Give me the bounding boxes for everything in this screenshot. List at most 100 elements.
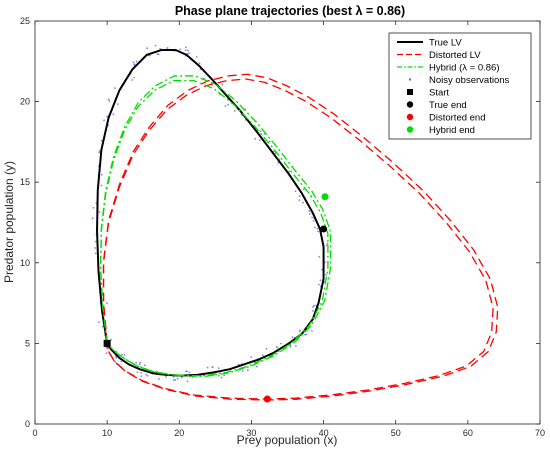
noisy-observation-point	[294, 190, 297, 193]
noisy-observation-point	[233, 109, 236, 112]
noisy-observation-point	[185, 46, 187, 49]
noisy-observation-point	[294, 344, 297, 347]
noisy-observation-point	[91, 217, 94, 220]
noisy-observation-point	[105, 352, 108, 355]
series-line-2	[99, 75, 332, 377]
noisy-observation-point	[321, 268, 323, 271]
noisy-observation-point	[185, 370, 187, 373]
noisy-observation-point	[140, 371, 143, 374]
marker-hybrid-end	[321, 193, 329, 201]
noisy-observation-point	[289, 345, 292, 348]
noisy-observation-point	[100, 173, 103, 176]
noisy-observation-point	[312, 309, 314, 312]
noisy-observation-point	[166, 47, 169, 49]
noisy-observation-point	[158, 378, 160, 380]
noisy-observation-point	[184, 49, 187, 52]
noisy-observation-point	[316, 227, 319, 230]
marker-start	[103, 339, 111, 347]
legend-label: Distorted LV	[429, 50, 481, 61]
noisy-observation-point	[154, 44, 157, 47]
noisy-observation-point	[325, 244, 328, 247]
noisy-observation-point	[268, 140, 271, 143]
noisy-observation-point	[174, 379, 177, 381]
noisy-observation-point	[318, 255, 321, 258]
noisy-observation-point	[94, 252, 97, 255]
noisy-observation-point	[304, 333, 306, 336]
noisy-observation-point	[136, 371, 139, 374]
noisy-observation-point	[143, 364, 146, 367]
x-axis-title: Prey population (x)	[237, 433, 338, 447]
series-line-1	[102, 73, 499, 401]
chart-title: Phase plane trajectories (best λ = 0.86)	[175, 4, 405, 18]
noisy-observation-point	[186, 380, 189, 383]
noisy-observation-point	[98, 150, 101, 152]
noisy-observation-point	[106, 302, 108, 304]
noisy-observation-point	[165, 376, 167, 378]
noisy-observation-point	[98, 211, 101, 213]
noisy-observation-point	[313, 304, 315, 307]
noisy-observation-point	[255, 365, 258, 368]
noisy-observation-point	[100, 184, 103, 187]
noisy-observation-point	[94, 240, 97, 243]
noisy-observation-point	[98, 321, 100, 324]
noisy-observation-point	[132, 61, 135, 64]
noisy-observation-point	[224, 105, 227, 108]
x-tick-label: 40	[319, 428, 329, 438]
marker-true-end	[320, 225, 328, 233]
noisy-observation-point	[254, 137, 257, 140]
noisy-observation-point	[115, 356, 118, 359]
legend-label: True LV	[429, 37, 462, 48]
legend-square-swatch	[407, 89, 413, 95]
noisy-observation-point	[227, 103, 230, 106]
noisy-observation-point	[187, 49, 189, 52]
noisy-observation-point	[223, 374, 226, 377]
legend-label: True end	[429, 100, 467, 111]
noisy-observation-point	[92, 206, 95, 209]
noisy-observation-point	[110, 338, 113, 341]
noisy-observation-point	[188, 371, 191, 374]
noisy-observation-point	[114, 87, 116, 90]
noisy-observation-point	[312, 219, 315, 222]
noisy-observation-point	[176, 377, 179, 380]
noisy-observation-point	[317, 283, 320, 286]
noisy-observation-point	[135, 361, 138, 364]
noisy-observation-point	[246, 369, 249, 371]
noisy-observation-point	[261, 354, 264, 357]
noisy-observation-point	[156, 53, 159, 55]
noisy-observation-point	[94, 247, 96, 249]
noisy-observation-point	[172, 375, 175, 378]
noisy-observation-point	[308, 213, 311, 215]
noisy-observation-point	[112, 113, 115, 115]
noisy-observation-point	[173, 379, 175, 381]
y-tick-label: 10	[20, 258, 30, 268]
noisy-observation-point	[291, 336, 294, 339]
x-tick-label: 50	[391, 428, 401, 438]
noisy-observation-point	[237, 363, 240, 366]
x-tick-label: 70	[535, 428, 545, 438]
marker-distorted-end	[263, 395, 271, 403]
legend-dot-swatch	[408, 78, 412, 81]
noisy-observation-point	[217, 367, 220, 370]
axis-ticks: 0 10 20 30 40 50 60 70 0 5 10 15 20 25	[20, 16, 545, 438]
noisy-observation-point	[312, 306, 314, 308]
noisy-observation-point	[188, 52, 190, 55]
x-tick-label: 0	[32, 428, 37, 438]
noisy-observation-point	[220, 376, 223, 379]
noisy-observation-point	[221, 83, 224, 86]
noisy-observation-point	[241, 369, 244, 372]
noisy-observation-point	[116, 103, 119, 105]
noisy-observation-point	[325, 274, 327, 276]
noisy-observation-point	[133, 63, 136, 66]
markers-layer	[103, 193, 329, 403]
y-tick-label: 15	[20, 177, 30, 187]
noisy-observation-point	[319, 279, 322, 282]
y-tick-label: 5	[25, 338, 30, 348]
noisy-observation-point	[206, 366, 209, 369]
y-tick-label: 0	[25, 419, 30, 429]
x-tick-label: 30	[246, 428, 256, 438]
x-tick-label: 60	[463, 428, 473, 438]
x-tick-label: 10	[102, 428, 112, 438]
noisy-observation-point	[198, 62, 201, 65]
noisy-observation-point	[101, 325, 104, 328]
